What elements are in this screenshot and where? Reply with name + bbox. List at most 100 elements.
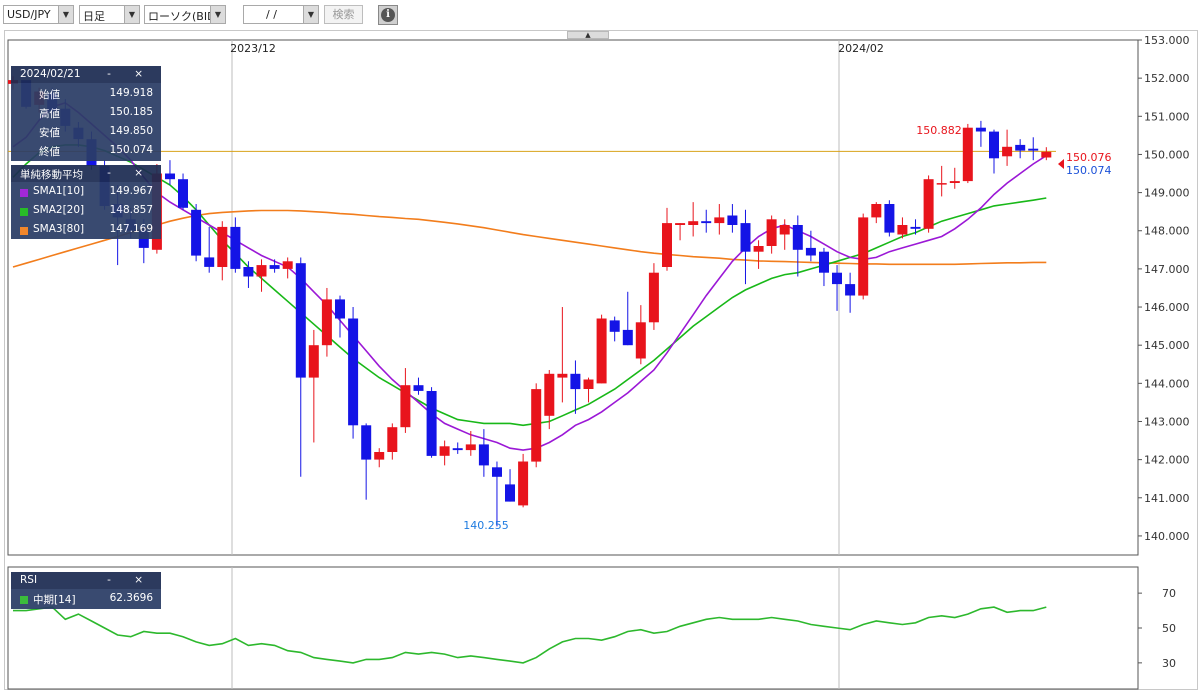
candle-body	[282, 261, 293, 269]
candle	[204, 226, 215, 273]
candle	[858, 213, 869, 300]
candle	[596, 314, 607, 384]
candle-body	[335, 299, 345, 319]
sma-value: 148.857	[109, 204, 153, 216]
last-price-blue-label: 150.074	[1066, 164, 1112, 177]
sma-label: SMA2[20]	[33, 204, 85, 216]
candle-body	[910, 226, 921, 229]
x-tick-label: 2023/12	[230, 42, 276, 55]
candle-body	[662, 223, 672, 267]
candle	[348, 307, 359, 439]
candle-body	[1028, 148, 1039, 151]
sma-panel: 単純移動平均 - × SMA1[10] 149.967 SMA2[20] 148…	[11, 165, 161, 239]
chevron-down-icon[interactable]: ▼	[303, 6, 318, 23]
last-price-marker	[1058, 159, 1064, 169]
candle	[217, 221, 228, 281]
rsi-title: RSI	[20, 574, 38, 586]
rsi-value: 62.3696	[109, 592, 153, 604]
candle	[1028, 137, 1039, 161]
candle	[335, 295, 345, 338]
rsi-line	[13, 606, 1047, 664]
ohlc-value: 149.918	[109, 87, 153, 99]
candle	[832, 265, 842, 311]
date-input[interactable]: / / ▼	[243, 5, 319, 24]
legend-swatch	[20, 208, 28, 216]
sma-label: SMA3[80]	[33, 223, 85, 235]
candle	[256, 259, 267, 292]
rsi-panel-header: RSI - ×	[11, 572, 161, 589]
y-tick-label: 148.000	[1144, 225, 1190, 238]
chevron-down-icon[interactable]: ▼	[58, 6, 73, 23]
candle-body	[452, 448, 463, 451]
candle	[1015, 139, 1026, 159]
candle-body	[230, 226, 241, 269]
sma-title: 単純移動平均	[20, 169, 83, 181]
candle-body	[766, 219, 777, 246]
y-tick-label: 142.000	[1144, 454, 1190, 467]
candle	[243, 261, 254, 288]
candle-body	[792, 225, 803, 250]
ohlc-panel-header: 2024/02/21 - ×	[11, 66, 161, 83]
ohlc-label: 安値	[39, 127, 60, 139]
candle-body	[387, 427, 398, 452]
candle	[622, 291, 633, 346]
candle-body	[138, 230, 149, 248]
symbol-select[interactable]: USD/JPY ▼	[3, 5, 74, 24]
candle-body	[1002, 146, 1013, 157]
high-annotation: 150.882	[916, 124, 962, 137]
panel-controls[interactable]: - ×	[107, 68, 153, 80]
sma-row: SMA1[10] 149.967	[11, 183, 161, 202]
candle	[518, 453, 529, 508]
candle	[962, 123, 973, 184]
candle	[779, 219, 790, 250]
collapse-toolbar-button[interactable]: ▲	[567, 31, 609, 39]
candle	[531, 383, 542, 468]
x-tick-label: 2024/02	[838, 42, 884, 55]
info-icon: i	[381, 8, 395, 22]
rsi-label: 中期[14]	[33, 594, 76, 606]
y-tick-label: 147.000	[1144, 263, 1190, 276]
ohlc-row-close: 終値 150.074	[11, 142, 161, 161]
info-button[interactable]: i	[378, 5, 398, 25]
candle	[805, 230, 816, 262]
candle-body	[779, 225, 790, 235]
candle	[871, 202, 882, 224]
chart-style-select[interactable]: ローソク(BID) ▼	[144, 5, 226, 24]
date-value: / /	[266, 8, 277, 21]
candle-body	[465, 444, 476, 451]
candle-body	[308, 345, 319, 378]
candle-body	[805, 247, 816, 256]
candle-body	[531, 389, 542, 462]
candle-body	[609, 320, 620, 332]
candle	[269, 259, 280, 273]
candle-body	[256, 265, 267, 277]
candle-body	[845, 284, 856, 296]
ohlc-date: 2024/02/21	[20, 68, 81, 80]
legend-swatch	[20, 596, 28, 604]
ohlc-label: 終値	[39, 146, 60, 158]
search-button[interactable]: 検索	[324, 5, 363, 24]
candle	[492, 461, 502, 527]
low-annotation: 140.255	[463, 519, 509, 532]
candle-body	[361, 425, 372, 460]
panel-controls[interactable]: - ×	[107, 574, 153, 586]
toolbar: USD/JPY ▼ 日足 ▼ ローソク(BID) ▼ / / ▼ 検索 i	[0, 0, 1200, 30]
timeframe-value: 日足	[83, 10, 105, 23]
candle-body	[1041, 151, 1052, 158]
candle-body	[648, 272, 659, 323]
rsi-y-tick-label: 30	[1162, 657, 1176, 670]
candle	[648, 263, 659, 330]
candle	[688, 202, 699, 237]
candle-body	[321, 299, 332, 346]
timeframe-select[interactable]: 日足 ▼	[79, 5, 140, 24]
legend-swatch	[20, 189, 28, 197]
sma-row: SMA2[20] 148.857	[11, 202, 161, 221]
chart-style-value: ローソク(BID)	[148, 10, 220, 23]
chevron-down-icon[interactable]: ▼	[124, 6, 139, 23]
panel-controls[interactable]: - ×	[107, 167, 153, 179]
candle-body	[1015, 144, 1026, 151]
chevron-down-icon[interactable]: ▼	[210, 6, 225, 23]
candle-body	[426, 391, 437, 456]
candle	[374, 448, 385, 468]
